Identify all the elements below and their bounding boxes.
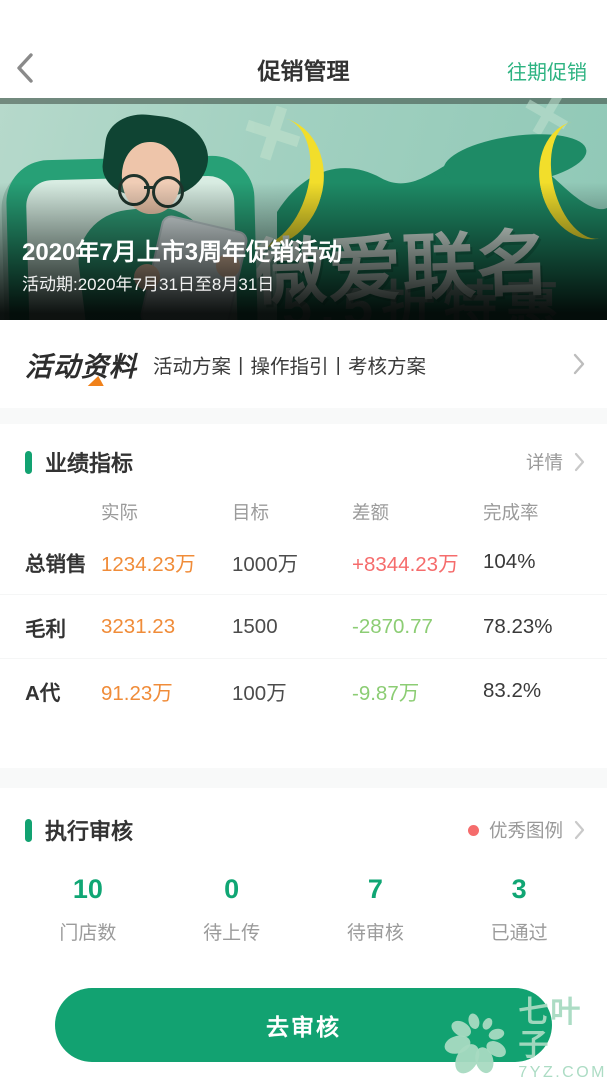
stat-approved: 3 已通过	[447, 874, 591, 945]
col-header-rate: 完成率	[483, 502, 539, 523]
activity-materials-row[interactable]: 活动资料 活动方案丨操作指引丨考核方案	[0, 320, 607, 408]
audit-stats-row: 10 门店数 0 待上传 7 待审核 3 已通过	[0, 874, 607, 945]
go-review-button[interactable]: 去审核	[55, 988, 552, 1062]
col-header-actual: 实际	[101, 502, 139, 523]
materials-links[interactable]: 活动方案丨操作指引丨考核方案	[153, 355, 427, 378]
detail-label: 详情	[525, 452, 563, 473]
performance-table: 实际 目标 差额 完成率 总销售 1234.23万 1000万 +8344.23…	[0, 494, 607, 722]
materials-logo: 活动资料	[25, 345, 137, 384]
col-header-target: 目标	[232, 502, 270, 523]
section-divider	[0, 768, 607, 788]
actual-value: 91.23万	[101, 681, 173, 705]
audit-header: 执行审核 优秀图例	[0, 814, 607, 846]
past-promotions-link[interactable]: 往期促销	[507, 62, 587, 84]
stat-stores: 10 门店数	[16, 874, 160, 945]
target-value: 100万	[232, 681, 287, 705]
row-label: 毛利	[25, 617, 66, 641]
table-header-row: 实际 目标 差额 完成率	[0, 494, 607, 530]
table-row: 总销售 1234.23万 1000万 +8344.23万 104%	[0, 530, 607, 594]
diff-value: -9.87万	[352, 681, 420, 705]
back-button[interactable]	[14, 48, 54, 88]
section-accent-bar	[25, 818, 32, 842]
stat-value: 3	[511, 874, 527, 904]
audit-title: 执行审核	[45, 819, 134, 844]
stat-label: 待上传	[203, 923, 261, 944]
diff-value: +8344.23万	[352, 553, 459, 576]
promo-banner[interactable]: 5.5折特惠 微爱联名 2020年7月上市3周年促销活动 活动期:2020年7月…	[0, 98, 607, 320]
excellent-legend-link[interactable]: 优秀图例	[467, 817, 585, 843]
col-header-diff: 差额	[352, 502, 390, 523]
banner-dark-gradient	[0, 98, 607, 320]
section-accent-bar	[25, 450, 32, 474]
stat-pending-review: 7 待审核	[304, 874, 448, 945]
performance-header: 业绩指标 详情	[0, 446, 607, 478]
stat-value: 0	[224, 874, 240, 904]
row-label: A代	[25, 681, 61, 705]
banner-title: 2020年7月上市3周年促销活动	[22, 239, 343, 266]
nav-bar: 促销管理 往期促销	[0, 0, 607, 98]
chevron-right-icon	[574, 452, 585, 472]
stat-value: 10	[72, 874, 103, 904]
row-label: 总销售	[25, 553, 87, 576]
actual-value: 3231.23	[101, 614, 176, 638]
banner-period: 活动期:2020年7月31日至8月31日	[22, 275, 275, 294]
chevron-right-icon	[574, 820, 585, 840]
diff-value: -2870.77	[352, 614, 433, 638]
red-dot-icon	[467, 824, 479, 836]
performance-detail-link[interactable]: 详情	[526, 449, 585, 475]
stat-label: 门店数	[59, 923, 117, 944]
page-title: 促销管理	[257, 58, 350, 84]
audit-section: 执行审核 优秀图例 10 门店数 0 待上传 7 待审核 3 已通过 去审核	[0, 788, 607, 1080]
rate-value: 83.2%	[483, 678, 542, 702]
actual-value: 1234.23万	[101, 553, 196, 576]
back-chevron-icon	[17, 53, 33, 83]
rate-value: 104%	[483, 550, 536, 573]
section-divider	[0, 408, 607, 424]
stat-pending-upload: 0 待上传	[160, 874, 304, 945]
legend-label: 优秀图例	[488, 820, 563, 841]
target-value: 1500	[232, 614, 278, 638]
target-value: 1000万	[232, 553, 299, 576]
table-row: A代 91.23万 100万 -9.87万 83.2%	[0, 658, 607, 722]
chevron-right-icon[interactable]	[572, 353, 585, 375]
performance-title: 业绩指标	[45, 451, 134, 476]
rate-value: 78.23%	[483, 614, 553, 638]
performance-section: 业绩指标 详情 实际 目标 差额 完成率 总销售 1234.23万 1000万 …	[0, 424, 607, 768]
stat-value: 7	[367, 874, 383, 904]
stat-label: 待审核	[346, 923, 404, 944]
table-row: 毛利 3231.23 1500 -2870.77 78.23%	[0, 594, 607, 658]
stat-label: 已通过	[490, 923, 548, 944]
